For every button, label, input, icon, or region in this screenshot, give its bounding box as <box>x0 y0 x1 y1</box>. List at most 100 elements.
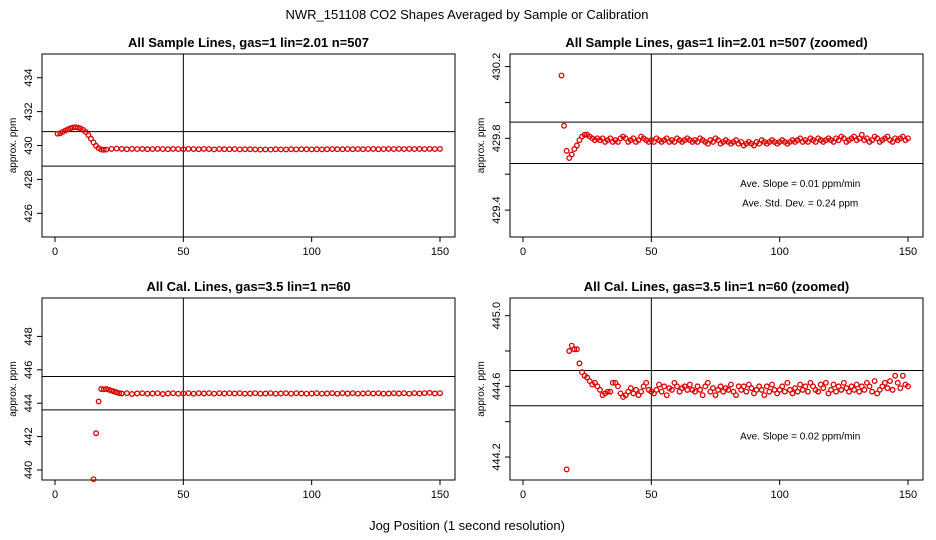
data-point <box>607 388 614 395</box>
data-point <box>638 388 645 395</box>
y-tick-label: 440 <box>23 461 35 479</box>
chart-panel-3: All Cal. Lines, gas=3.5 lin=1 n=60 0 50 100… <box>8 279 456 501</box>
data-point <box>344 390 351 397</box>
data-point <box>615 383 621 390</box>
data-point <box>385 390 392 397</box>
data-point <box>632 386 639 393</box>
data-point <box>761 392 768 399</box>
data-point <box>267 146 274 153</box>
data-point <box>324 146 331 153</box>
data-point <box>699 392 706 399</box>
data-point <box>154 145 161 152</box>
data-point <box>200 145 207 152</box>
data-point <box>781 388 788 395</box>
data-point <box>581 131 588 138</box>
y-tick-label: 432 <box>23 102 35 120</box>
panel-title: All Cal. Lines, gas=3.5 lin=1 n=60 <box>146 279 350 294</box>
data-point <box>90 476 97 483</box>
data-point <box>566 348 573 354</box>
y-tick-label: 442 <box>23 427 35 445</box>
panel-title: All Sample Lines, gas=1 lin=2.01 n=507 (… <box>565 35 867 50</box>
data-point <box>190 390 197 397</box>
data-point <box>360 390 366 397</box>
data-point <box>267 390 274 397</box>
data-point <box>262 146 269 153</box>
x-tick-label: 0 <box>52 246 58 258</box>
data-point <box>866 383 873 390</box>
data-point <box>851 386 858 393</box>
data-point <box>668 386 675 393</box>
data-point <box>686 381 693 388</box>
y-tick-label: 428 <box>23 170 35 188</box>
data-point <box>884 385 891 392</box>
data-point <box>881 379 888 386</box>
data-point <box>139 145 146 152</box>
data-point <box>395 390 402 397</box>
panels: All Sample Lines, gas=1 lin=2.01 n=507 0 5… <box>8 35 924 501</box>
data-point <box>561 122 568 129</box>
data-point <box>725 386 732 393</box>
annotation-text: Ave. Slope = 0.02 ppm/min <box>740 431 860 442</box>
data-point <box>573 346 580 353</box>
data-point <box>426 145 433 152</box>
data-point <box>129 391 135 397</box>
x-tick-label: 50 <box>177 246 189 258</box>
data-point <box>833 388 840 395</box>
data-point <box>349 146 356 153</box>
data-point <box>277 146 284 153</box>
data-point <box>375 146 382 153</box>
plot-frame <box>41 297 456 481</box>
data-point <box>406 390 413 397</box>
data-point <box>370 145 377 152</box>
data-point <box>653 386 660 393</box>
data-point <box>416 390 423 397</box>
x-tick-label: 150 <box>899 489 917 501</box>
data-point <box>164 146 171 153</box>
data-point <box>431 146 438 153</box>
data-point <box>231 146 238 153</box>
data-point <box>216 146 223 153</box>
data-point <box>411 146 418 153</box>
data-point <box>334 390 341 397</box>
data-point <box>627 385 634 392</box>
x-tick-label: 100 <box>770 246 788 258</box>
data-point <box>887 378 893 384</box>
data-point <box>344 146 351 153</box>
data-point <box>899 372 906 379</box>
data-point <box>804 388 811 395</box>
data-point <box>748 385 755 392</box>
data-point <box>216 390 223 397</box>
data-point <box>905 383 911 390</box>
data-point <box>573 142 580 149</box>
data-point <box>692 388 698 395</box>
x-axis-title: Jog Position (1 second resolution) <box>369 518 565 533</box>
data-point <box>380 390 387 397</box>
data-point <box>897 385 904 392</box>
data-point <box>334 146 341 153</box>
data-point <box>95 398 102 405</box>
y-tick-label: 444.2 <box>491 443 503 471</box>
x-tick-label: 0 <box>520 246 526 258</box>
data-point <box>365 146 372 153</box>
data-point <box>134 390 141 397</box>
data-point <box>365 390 372 397</box>
plot-frame <box>509 297 924 481</box>
data-point <box>200 390 207 397</box>
data-point <box>247 146 254 153</box>
x-tick-label: 150 <box>431 489 449 501</box>
data-point <box>226 390 233 397</box>
data-point <box>437 145 443 152</box>
data-point <box>385 145 392 152</box>
data-point <box>684 386 691 393</box>
data-point <box>72 124 79 131</box>
plot-frame <box>41 53 456 238</box>
data-point <box>134 146 141 153</box>
data-point <box>861 386 868 393</box>
data-point <box>111 388 117 395</box>
data-points <box>54 124 443 153</box>
data-point <box>195 390 202 397</box>
y-tick-label: 429.8 <box>491 125 503 153</box>
data-point <box>293 390 300 397</box>
data-point <box>563 466 570 473</box>
data-point <box>743 388 750 395</box>
